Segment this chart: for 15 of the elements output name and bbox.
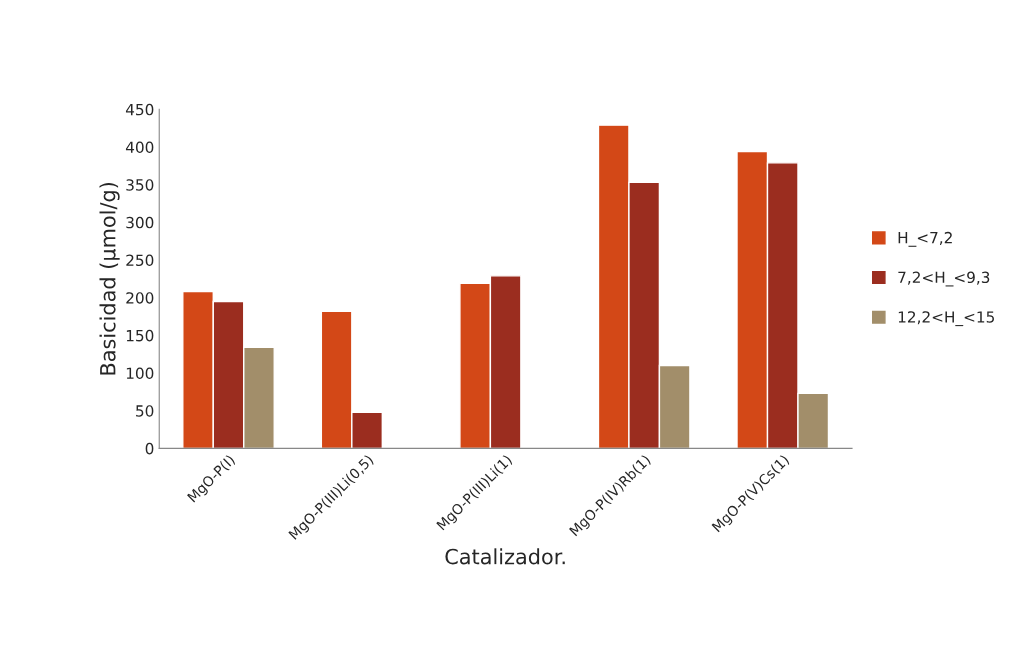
y-tick-label: 250 bbox=[126, 254, 154, 267]
y-axis-title: Basicidad (µmol/g) bbox=[99, 182, 120, 375]
y-tick-label: 0 bbox=[145, 442, 154, 455]
legend-label: 12,2<H_<15 bbox=[898, 311, 994, 327]
y-tick-label: 150 bbox=[126, 329, 154, 342]
y-tick-label: 100 bbox=[126, 367, 154, 380]
y-tick-label: 350 bbox=[126, 179, 154, 191]
y-tick-label: 400 bbox=[125, 141, 154, 154]
x-axis-title: Catalizador. bbox=[445, 548, 565, 565]
y-tick-label: 200 bbox=[126, 292, 154, 304]
legend-label: 7,2<H_<9,3 bbox=[898, 271, 990, 287]
y-tick-label: 50 bbox=[136, 405, 154, 417]
y-tick-label: 300 bbox=[126, 216, 154, 229]
legend-label: H_<7,2 bbox=[898, 231, 952, 247]
y-tick-label: 450 bbox=[125, 103, 154, 116]
